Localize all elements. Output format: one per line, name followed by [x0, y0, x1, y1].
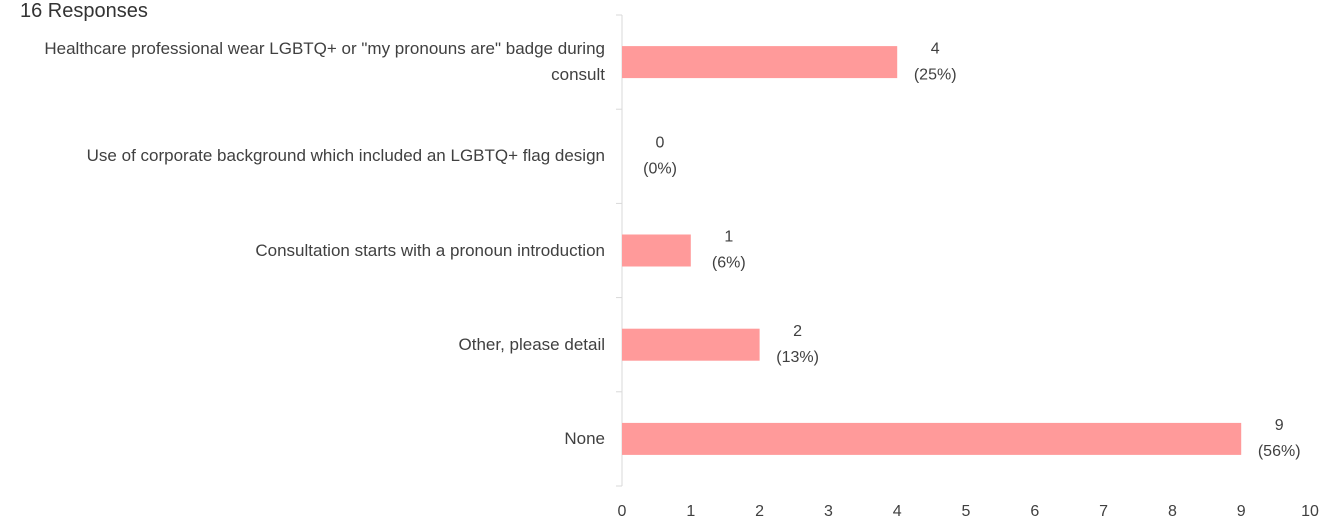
x-tick-label: 10 [1301, 503, 1319, 520]
data-label: 4 [931, 40, 940, 57]
x-tick-label: 4 [893, 503, 902, 520]
data-label: (56%) [1258, 443, 1301, 460]
y-tick-label: Other, please detail [458, 334, 605, 354]
x-tick-label: 9 [1237, 503, 1246, 520]
data-label: 2 [793, 323, 802, 340]
bar [622, 46, 898, 79]
data-label: 1 [724, 229, 733, 246]
y-tick-label: Healthcare professional wear LGBTQ+ or "… [44, 39, 605, 85]
x-tick-label: 5 [962, 503, 971, 520]
x-tick-label: 0 [618, 503, 627, 520]
data-label: 9 [1275, 417, 1284, 434]
y-tick-label: Use of corporate background which includ… [86, 146, 605, 166]
x-tick-label: 1 [686, 503, 695, 520]
bar [622, 328, 760, 361]
data-label: (25%) [914, 66, 957, 83]
y-tick-label: None [564, 428, 605, 448]
x-tick-label: 2 [755, 503, 764, 520]
bar [622, 422, 1242, 455]
x-tick-label: 6 [1030, 503, 1039, 520]
x-tick-label: 8 [1168, 503, 1177, 520]
chart-subtitle: 16 Responses [20, 0, 148, 22]
x-tick-label: 7 [1099, 503, 1108, 520]
data-label: (0%) [643, 161, 677, 178]
data-label: (6%) [712, 255, 746, 272]
y-tick-label: Consultation starts with a pronoun intro… [255, 240, 605, 260]
data-label: 0 [656, 135, 665, 152]
data-label: (13%) [776, 349, 819, 366]
bar [622, 234, 691, 267]
x-tick-label: 3 [824, 503, 833, 520]
